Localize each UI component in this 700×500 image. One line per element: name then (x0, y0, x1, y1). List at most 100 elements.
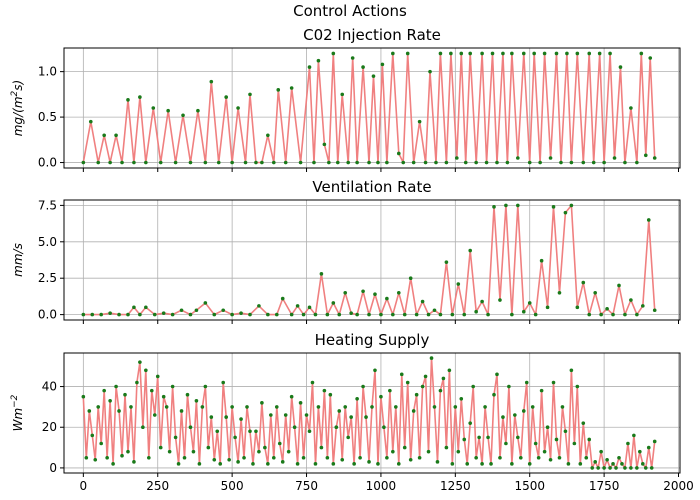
data-point (361, 289, 365, 294)
x-tick-label: 0 (80, 479, 88, 493)
data-point (221, 380, 226, 385)
data-point (236, 106, 240, 110)
data-point (170, 384, 175, 389)
data-point (532, 51, 536, 56)
data-point (203, 384, 208, 389)
data-point (432, 405, 437, 409)
data-point (126, 449, 130, 454)
data-point (322, 142, 327, 147)
data-point (117, 312, 121, 317)
data-point (283, 160, 288, 165)
data-point (102, 133, 106, 138)
data-point (298, 401, 303, 405)
data-point (166, 108, 170, 113)
data-point (263, 445, 267, 450)
data-point (629, 106, 633, 110)
data-point (289, 86, 294, 90)
data-point (417, 119, 422, 124)
data-point (423, 160, 428, 165)
data-point (327, 160, 331, 165)
data-point (379, 312, 383, 317)
data-point (358, 455, 362, 460)
data-point (349, 415, 353, 419)
data-point (371, 74, 376, 78)
data-point (84, 455, 89, 460)
data-point (575, 384, 580, 389)
data-point (566, 462, 571, 466)
data-point (257, 304, 261, 308)
data-point (114, 384, 118, 389)
data-point (623, 312, 627, 317)
data-point (602, 466, 606, 470)
data-point (355, 160, 359, 165)
data-point (581, 421, 586, 425)
data-point (331, 301, 336, 305)
data-point (643, 466, 648, 470)
data-point (188, 425, 193, 430)
data-point (212, 312, 217, 317)
data-point (350, 56, 355, 60)
data-point (81, 394, 86, 399)
data-point (605, 306, 609, 311)
data-point (486, 435, 490, 440)
data-point (490, 51, 495, 56)
data-point (380, 62, 385, 67)
data-point (328, 392, 333, 397)
data-point (560, 405, 565, 409)
data-point (432, 308, 437, 313)
chart-panel-1: 0.0 0.5 1.0 C02 Injection Rate mg/(m2s) (10, 26, 681, 172)
data-point (587, 312, 592, 317)
data-point (167, 449, 172, 454)
data-point (307, 429, 312, 434)
y-tick-label: 0.5 (38, 110, 57, 124)
data-point (474, 160, 478, 165)
data-point (233, 435, 237, 440)
data-point (123, 392, 127, 397)
data-point (242, 455, 246, 460)
x-tick-label: 1500 (514, 479, 545, 493)
data-point (587, 51, 592, 56)
data-point (319, 272, 324, 276)
data-point (602, 160, 606, 165)
data-point (569, 368, 574, 373)
data-point (239, 311, 243, 315)
data-point (423, 374, 428, 379)
data-point (289, 312, 294, 317)
data-point (545, 425, 550, 430)
data-point (447, 368, 452, 373)
data-point (147, 455, 151, 460)
data-point (569, 203, 574, 208)
data-point (260, 160, 264, 165)
data-point (394, 405, 398, 409)
y-tick-label: 0.0 (38, 156, 57, 170)
data-point (521, 409, 526, 413)
data-point (334, 425, 339, 430)
data-point (216, 160, 221, 165)
data-point (626, 441, 630, 446)
data-point (188, 160, 193, 165)
data-point (364, 415, 368, 419)
data-point (527, 301, 532, 305)
data-point (313, 462, 318, 466)
data-point (455, 156, 459, 160)
data-point (173, 435, 178, 440)
data-point (99, 312, 103, 317)
data-point (456, 282, 461, 286)
data-point (230, 405, 234, 409)
data-point (248, 312, 252, 317)
data-point (87, 409, 92, 413)
data-point (438, 312, 443, 317)
series-line (82, 52, 656, 164)
data-point (539, 388, 544, 393)
data-point (280, 460, 285, 464)
data-point (196, 108, 200, 113)
data-point (441, 376, 446, 381)
y-tick-label: 5.0 (38, 235, 57, 249)
y-axis-label: mg/(m2s) (10, 80, 25, 136)
data-point (312, 160, 316, 165)
data-point (646, 445, 651, 450)
data-point (277, 441, 282, 446)
data-point (120, 160, 124, 165)
data-point (468, 421, 473, 425)
data-point (480, 462, 484, 466)
